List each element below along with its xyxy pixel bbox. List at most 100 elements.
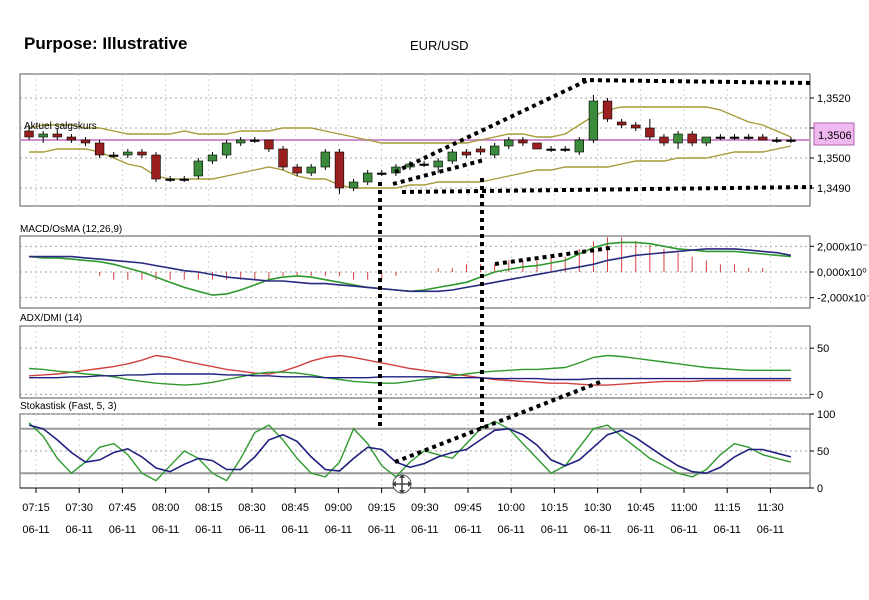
candle-body [489,145,500,156]
stochastic-d-line [28,424,792,475]
candle-body [560,148,570,151]
candle-body [80,139,91,144]
candle-body [574,139,584,153]
adx-line [29,373,791,381]
x-tick-time: 10:00 [497,502,525,514]
candle-body [306,166,316,174]
stochastic-y-tick: 100 [817,409,835,421]
x-tick-date: 06-11 [757,524,784,536]
x-tick-time: 09:30 [411,502,439,514]
candle-body [645,127,655,138]
x-tick-date: 06-11 [627,524,654,536]
candle-body [377,172,387,175]
x-tick-date: 06-11 [66,524,93,536]
candle-body [729,136,740,139]
x-tick-time: 07:45 [109,502,137,514]
candle-body [687,133,697,144]
x-tick-date: 06-11 [714,524,741,536]
price-y-tick: 1,3500 [817,153,851,165]
candle-body [38,133,48,138]
candle-body [743,136,754,139]
candle-body [461,151,472,156]
candle-body [179,178,189,181]
candle-body [659,136,669,144]
candle-body [52,133,62,138]
candle-body [616,121,627,126]
candle-body [447,151,458,162]
macd-panel-title: MACD/OsMA (12,26,9) [20,224,122,235]
adx-minus-di-line [29,354,791,386]
adx-y-tick: 50 [817,343,829,355]
candle-body [320,151,331,168]
candle-body [673,133,683,144]
x-tick-date: 06-11 [498,524,525,536]
macd-line [29,248,792,293]
candle-body [433,160,443,168]
candle-body [419,163,429,166]
x-tick-time: 07:30 [65,502,93,514]
candle-body [504,139,514,147]
x-tick-date: 06-11 [152,524,179,536]
x-tick-time: 08:30 [238,502,266,514]
candle-body [109,154,119,157]
x-tick-time: 09:15 [368,502,396,514]
price-resistance-line [581,78,813,85]
candle-body [588,100,599,141]
x-tick-date: 06-11 [368,524,395,536]
x-tick-time: 11:15 [714,502,741,514]
x-tick-time: 08:00 [152,502,180,514]
x-tick-date: 06-11 [541,524,568,536]
candle-body [193,160,204,177]
bollinger-upper-line [28,106,792,144]
x-tick-date: 06-11 [195,524,222,536]
last-price-badge [813,122,855,146]
move-cursor-icon[interactable] [392,474,412,494]
last-price-label: 1,3506 [818,130,852,142]
chart-symbol-title: EUR/USD [410,38,469,53]
x-tick-time: 07:15 [22,502,50,514]
candle-body [546,148,556,151]
candle-body [772,139,782,142]
stochastic-y-tick: 0 [817,483,823,495]
x-tick-date: 06-11 [411,524,438,536]
stochastic-y-tick: 50 [817,446,829,458]
stochastic-k-line [28,420,792,482]
adx-panel-title: ADX/DMI (14) [20,313,82,324]
candle-body [278,148,288,168]
candle-body [631,124,641,129]
x-tick-time: 10:45 [627,502,655,514]
macd-trend-line [494,246,611,266]
candle-body [24,130,34,138]
candle-body [207,154,218,162]
candle-body [362,172,373,183]
candle-body [602,100,613,120]
x-tick-time: 09:45 [454,502,482,514]
price-y-tick: 1,3520 [817,93,851,105]
x-tick-time: 08:45 [281,502,309,514]
x-tick-time: 11:30 [757,502,784,514]
adx-plus-di-line [29,354,791,386]
adx-y-tick: 0 [817,389,823,401]
x-tick-date: 06-11 [238,524,265,536]
x-tick-date: 06-11 [584,524,611,536]
price-overlay-label: Aktuel salgskurs [24,121,97,132]
x-tick-date: 06-11 [22,524,49,536]
candle-body [715,136,726,139]
price-trend-line-upper [394,78,589,174]
x-tick-date: 06-11 [454,524,481,536]
macd-y-tick: 2,000x10⁻⁴ [817,241,869,253]
adx-panel-frame [19,325,811,399]
x-tick-time: 10:15 [541,502,569,514]
candle-body [532,142,542,150]
macd-y-tick: 0,000x10⁰ [817,267,867,279]
price-y-tick: 1,3490 [817,183,851,195]
candle-body [348,181,359,189]
candle-body [250,139,260,142]
candle-body [758,136,768,141]
candle-body [165,178,175,181]
candle-body [236,139,246,144]
candle-body [66,136,77,141]
candle-body [151,154,161,180]
x-tick-date: 06-11 [109,524,136,536]
